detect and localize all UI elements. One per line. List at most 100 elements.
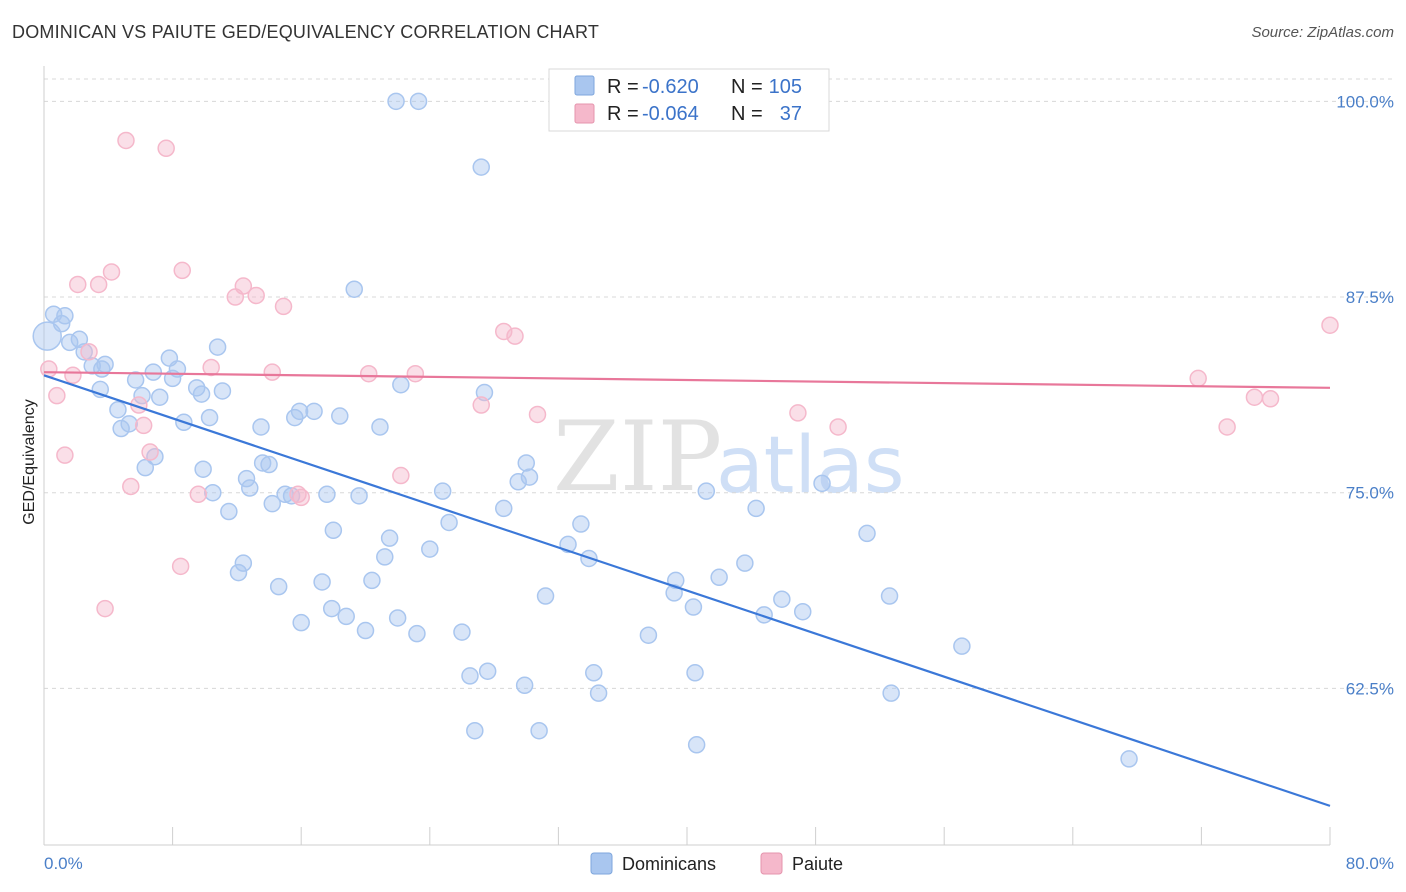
dominicans-point [269, 577, 288, 596]
paiute-point [829, 418, 847, 436]
paiute-point [359, 364, 378, 383]
legend-n-label-2: N = [731, 103, 763, 125]
dominicans-point [96, 355, 114, 374]
legend-n-value-2: 37 [780, 103, 802, 125]
dominicans-point [461, 667, 479, 685]
dominicans-point [1120, 750, 1138, 768]
bottom-legend-label-paiute: Paiute [792, 854, 843, 874]
dominicans-point [234, 554, 253, 572]
dominicans-point [440, 513, 458, 532]
dominicans-point [337, 607, 355, 626]
dominicans-point [376, 548, 394, 566]
dominicans-point [292, 613, 310, 632]
dominicans-point [75, 343, 93, 361]
paiute-point [1245, 388, 1264, 406]
watermark-atlas: atlas [716, 421, 905, 511]
paiute-point [80, 343, 98, 361]
dominicans-point [324, 521, 343, 540]
bottom-legend-swatch-dominicans [590, 852, 613, 875]
paiute-point [48, 386, 66, 405]
dominicans-point [253, 454, 272, 472]
paiute-point [472, 396, 490, 414]
dominicans-point [318, 485, 336, 504]
y-tick-label: 75.0% [1346, 484, 1394, 503]
dominicans-point [200, 408, 219, 427]
dominicans-point [517, 454, 535, 472]
dominicans-point [150, 388, 169, 406]
legend-n-label-1: N = [731, 76, 763, 98]
paiute-point [292, 488, 310, 507]
paiute-trend-line [43, 371, 1331, 389]
chart-title: DOMINICAN VS PAIUTE GED/EQUIVALENCY CORR… [12, 22, 600, 42]
dominicans-point [83, 357, 101, 375]
dominicans-point [686, 664, 704, 682]
paiute-point [1218, 418, 1236, 436]
top-legend: R = -0.620 N = 105 R = -0.064 N = 37 [548, 68, 830, 132]
dominicans-point [60, 333, 79, 352]
dominicans-point [710, 568, 728, 587]
dominicans-point [194, 460, 212, 478]
dominicans-point [380, 529, 399, 547]
dominicans-point [687, 736, 706, 754]
paiute-point [171, 557, 190, 576]
dominicans-point [56, 307, 74, 325]
dominicans-point [472, 158, 490, 176]
bottom-legend-label-dominicans: Dominicans [622, 854, 716, 874]
dominicans-point [392, 375, 410, 394]
watermark: ZIP atlas [553, 401, 905, 513]
paiute-point [263, 363, 282, 381]
paiute-point [274, 297, 293, 316]
paiute-point [134, 416, 153, 435]
dominicans-point [793, 602, 812, 621]
dominicans-point [421, 540, 439, 558]
paiute-point [40, 360, 58, 378]
dominicans-point [356, 621, 375, 640]
dominicans-point [408, 624, 426, 643]
dominicans-point [144, 363, 163, 381]
dominicans-point [112, 419, 130, 438]
dominicans-point [494, 499, 513, 518]
dominicans-point [263, 494, 282, 513]
legend-swatch-paiute [574, 103, 595, 124]
dominicans-point [639, 626, 658, 644]
dominicans-point [229, 563, 248, 582]
chart-source: Source: ZipAtlas.com [1251, 24, 1394, 41]
legend-r-value-1: -0.620 [642, 76, 699, 98]
legend-n-value-1: 105 [769, 76, 802, 98]
legend-r-label-1: R = [607, 76, 639, 98]
x-tick-label-min: 0.0% [44, 854, 83, 873]
axes [43, 66, 1331, 846]
y-tick-label: 62.5% [1346, 679, 1394, 698]
paiute-point [102, 263, 121, 281]
dominicans-point [237, 469, 256, 488]
dominicans-point [220, 502, 238, 521]
dominicans-point [880, 587, 899, 605]
x-tick-label-max: 80.0% [1346, 854, 1394, 873]
dominicans-point [530, 721, 548, 740]
dominicans-point [684, 598, 703, 616]
paiute-point [1261, 390, 1280, 408]
dominicans-point [345, 280, 363, 298]
paiute-point [202, 358, 220, 377]
dominicans-point [387, 92, 405, 111]
dominicans-point [109, 400, 127, 419]
dominicans-point [858, 524, 876, 543]
dominicans-point [466, 721, 484, 740]
paiute-point [789, 404, 807, 422]
top-legend-box [548, 68, 830, 132]
legend-swatch-dominicans [574, 75, 595, 96]
dominicans-point [453, 623, 471, 641]
dominicans-point [409, 92, 428, 111]
paiute-point [506, 327, 524, 345]
dominicans-point [371, 418, 389, 436]
dominicans-point [665, 584, 683, 602]
dominicans-point [290, 402, 309, 421]
y-tick-label: 87.5% [1346, 288, 1394, 307]
paiute-point [234, 277, 253, 295]
dominicans-point [350, 487, 368, 505]
dominicans-point [363, 571, 381, 590]
dominicans-point [313, 573, 331, 591]
dominicans-point [136, 458, 155, 477]
paiute-point [64, 366, 82, 385]
